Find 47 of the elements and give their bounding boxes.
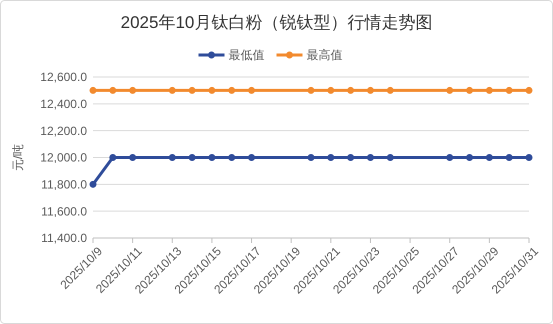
chart-title: 2025年10月钛白粉（锐钛型）行情走势图	[120, 13, 432, 32]
point	[129, 154, 136, 161]
point	[386, 154, 394, 161]
y-axis-title: 元/吨	[11, 144, 25, 172]
y-tick-label: 12,200.0	[40, 124, 88, 138]
point	[486, 154, 493, 161]
y-tick-label: 11,800.0	[41, 178, 88, 192]
point	[168, 86, 176, 94]
point	[248, 86, 256, 94]
point	[386, 86, 394, 94]
y-tick-label: 11,400.0	[41, 231, 88, 246]
point	[109, 86, 116, 94]
point	[466, 154, 474, 161]
point	[366, 86, 374, 94]
point	[90, 86, 96, 94]
point	[327, 86, 334, 94]
y-tick-label: 12,600.0	[40, 70, 88, 84]
point	[506, 154, 513, 161]
point	[228, 154, 236, 161]
point	[347, 154, 354, 161]
point	[168, 154, 176, 161]
point	[327, 154, 334, 161]
point	[506, 86, 513, 94]
point	[248, 154, 256, 161]
point	[308, 154, 314, 161]
y-tick-label: 12,000.0	[40, 150, 88, 165]
point	[526, 154, 532, 161]
point	[208, 86, 216, 94]
point	[466, 86, 474, 94]
point	[129, 86, 136, 94]
point	[526, 86, 532, 94]
point	[446, 154, 454, 161]
y-tick-label: 11,600.0	[41, 204, 88, 218]
legend-label: 最高值	[306, 48, 342, 62]
point	[90, 180, 96, 188]
y-tick-label: 12,400.0	[40, 97, 88, 112]
point	[188, 154, 196, 161]
point	[308, 86, 314, 94]
point	[366, 154, 374, 161]
point	[228, 86, 236, 94]
legend-label: 最低值	[228, 48, 264, 62]
point	[446, 86, 454, 94]
point	[188, 86, 196, 94]
point	[109, 154, 116, 161]
point	[486, 86, 493, 94]
point	[347, 86, 354, 94]
point	[208, 154, 216, 161]
